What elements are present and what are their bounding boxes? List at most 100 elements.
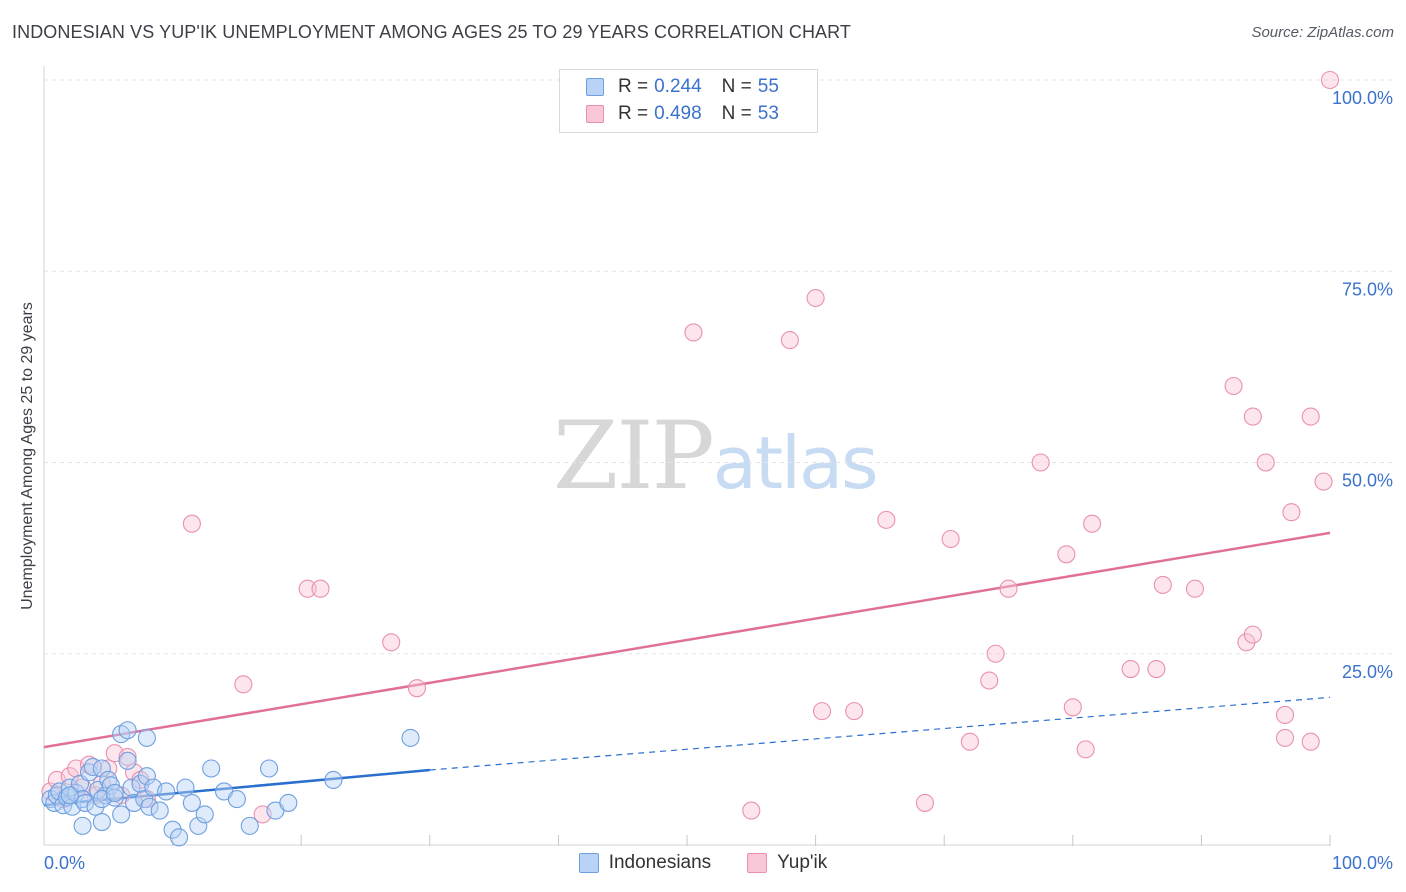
yupik-point-22 <box>407 679 426 698</box>
yupik-point-36 <box>1031 453 1050 472</box>
yupik-point-24 <box>742 801 761 820</box>
yupik-point-44 <box>1185 579 1205 598</box>
yupik-point-28 <box>845 702 864 721</box>
indonesian-point-54 <box>60 786 79 805</box>
indonesian-point-45 <box>227 790 246 809</box>
legend-item-indonesians[interactable]: Indonesians <box>578 852 712 874</box>
yupik-n-value: 53 <box>757 103 779 124</box>
indonesian-point-41 <box>189 816 208 835</box>
indonesian-point-47 <box>259 759 279 778</box>
indonesian-point-43 <box>202 759 221 778</box>
chart-title: INDONESIAN VS YUP'IK UNEMPLOYMENT AMONG … <box>12 22 852 42</box>
yupik-point-47 <box>1243 625 1262 644</box>
legend-swatch-indonesians <box>578 853 599 873</box>
y-tick-label-100: 100.0% <box>1332 88 1393 108</box>
yupik-point-51 <box>1275 705 1295 725</box>
indonesian-point-36 <box>157 782 176 801</box>
indonesian-point-23 <box>105 783 124 803</box>
yupik-point-46 <box>1237 633 1256 652</box>
indonesians-n-value: 55 <box>757 76 779 97</box>
yupik-point-34 <box>986 644 1005 663</box>
indonesian-point-33 <box>92 812 111 832</box>
stats-box: R = 0.244 N = 55 R = 0.498 N = 53 <box>559 69 818 133</box>
yupik-point-43 <box>1153 575 1172 594</box>
yupik-point-52 <box>1282 503 1301 522</box>
yupik-point-17 <box>234 675 253 694</box>
indonesian-trend-line-extension <box>429 696 1331 771</box>
indonesian-point-30 <box>140 797 159 816</box>
indonesian-point-25 <box>122 778 141 797</box>
indonesian-point-26 <box>124 793 144 812</box>
yupik-swatch <box>586 105 604 123</box>
indonesian-point-24 <box>118 751 137 770</box>
yupik-point-42 <box>1147 659 1166 679</box>
yupik-point-16 <box>182 514 201 533</box>
yupik-point-12 <box>118 747 137 767</box>
indonesian-point-13 <box>83 757 102 777</box>
yupik-point-56 <box>1320 70 1340 90</box>
indonesian-point-11 <box>76 793 95 812</box>
yupik-point-37 <box>1057 545 1076 564</box>
indonesian-point-32 <box>112 805 131 824</box>
yupik-point-41 <box>1121 659 1140 679</box>
indonesian-point-34 <box>73 816 92 835</box>
indonesian-point-40 <box>182 793 201 812</box>
indonesian-point-16 <box>92 759 111 778</box>
grid <box>44 79 1392 655</box>
yupik-point-32 <box>960 732 979 751</box>
yupik-point-45 <box>1224 376 1243 396</box>
watermark-zip: ZIP <box>553 402 715 511</box>
indonesian-points <box>41 721 420 847</box>
legend: Indonesians Yup'ik <box>0 852 1406 874</box>
yupik-point-20 <box>311 579 330 598</box>
yupik-point-25 <box>780 331 799 350</box>
y-axis-label: Unemployment Among Ages 25 to 29 years <box>19 302 36 610</box>
yupik-point-31 <box>941 529 960 549</box>
indonesian-point-42 <box>195 805 214 824</box>
indonesian-point-35 <box>150 801 169 820</box>
yupik-point-53 <box>1301 407 1320 426</box>
indonesians-r-value: 0.244 <box>654 76 702 97</box>
watermark: ZIPatlas <box>553 402 879 511</box>
yupik-point-50 <box>1275 728 1295 747</box>
indonesian-point-51 <box>118 721 137 740</box>
yupik-r-value: 0.498 <box>654 103 702 124</box>
source-label: Source: ZipAtlas.com <box>1251 24 1394 41</box>
yupik-point-49 <box>1256 453 1275 472</box>
n-label: N = <box>721 76 752 97</box>
stats-row-indonesians: R = 0.244 N = 55 <box>560 74 779 100</box>
x-tick-label-max: 100.0% <box>1332 853 1393 873</box>
yupik-point-54 <box>1301 732 1320 751</box>
axes <box>43 66 1331 846</box>
indonesian-trend-line <box>43 768 430 807</box>
yupik-point-19 <box>298 579 317 598</box>
indonesian-point-38 <box>169 828 189 847</box>
yupik-point-27 <box>812 702 832 721</box>
yupik-point-40 <box>1083 514 1102 533</box>
yupik-point-48 <box>1243 407 1262 426</box>
indonesian-point-29 <box>137 767 156 786</box>
legend-swatch-yupik <box>747 853 768 873</box>
y-tick-label-50: 50.0% <box>1342 471 1393 491</box>
indonesian-point-46 <box>240 816 259 835</box>
legend-item-yupik[interactable]: Yup'ik <box>747 852 827 874</box>
yupik-point-38 <box>1063 698 1082 717</box>
r-label: R = <box>618 103 649 124</box>
yupik-point-33 <box>980 671 999 690</box>
yupik-points <box>41 70 1340 824</box>
indonesian-point-50 <box>324 770 343 790</box>
n-label: N = <box>721 103 752 124</box>
yupik-point-21 <box>382 633 401 652</box>
indonesian-point-52 <box>137 728 156 747</box>
indonesian-point-39 <box>176 778 195 797</box>
yupik-point-55 <box>1314 472 1333 491</box>
legend-label-indonesians: Indonesians <box>608 852 712 873</box>
trend-lines <box>43 531 1331 807</box>
x-tick-label-min: 0.0% <box>44 853 85 873</box>
legend-label-yupik: Yup'ik <box>777 852 828 873</box>
yupik-point-23 <box>684 323 703 342</box>
tick-labels: 25.0% 50.0% 75.0% 100.0% 0.0% 100.0% <box>44 88 1393 873</box>
indonesian-point-53 <box>401 728 420 747</box>
yupik-point-35 <box>999 579 1018 598</box>
